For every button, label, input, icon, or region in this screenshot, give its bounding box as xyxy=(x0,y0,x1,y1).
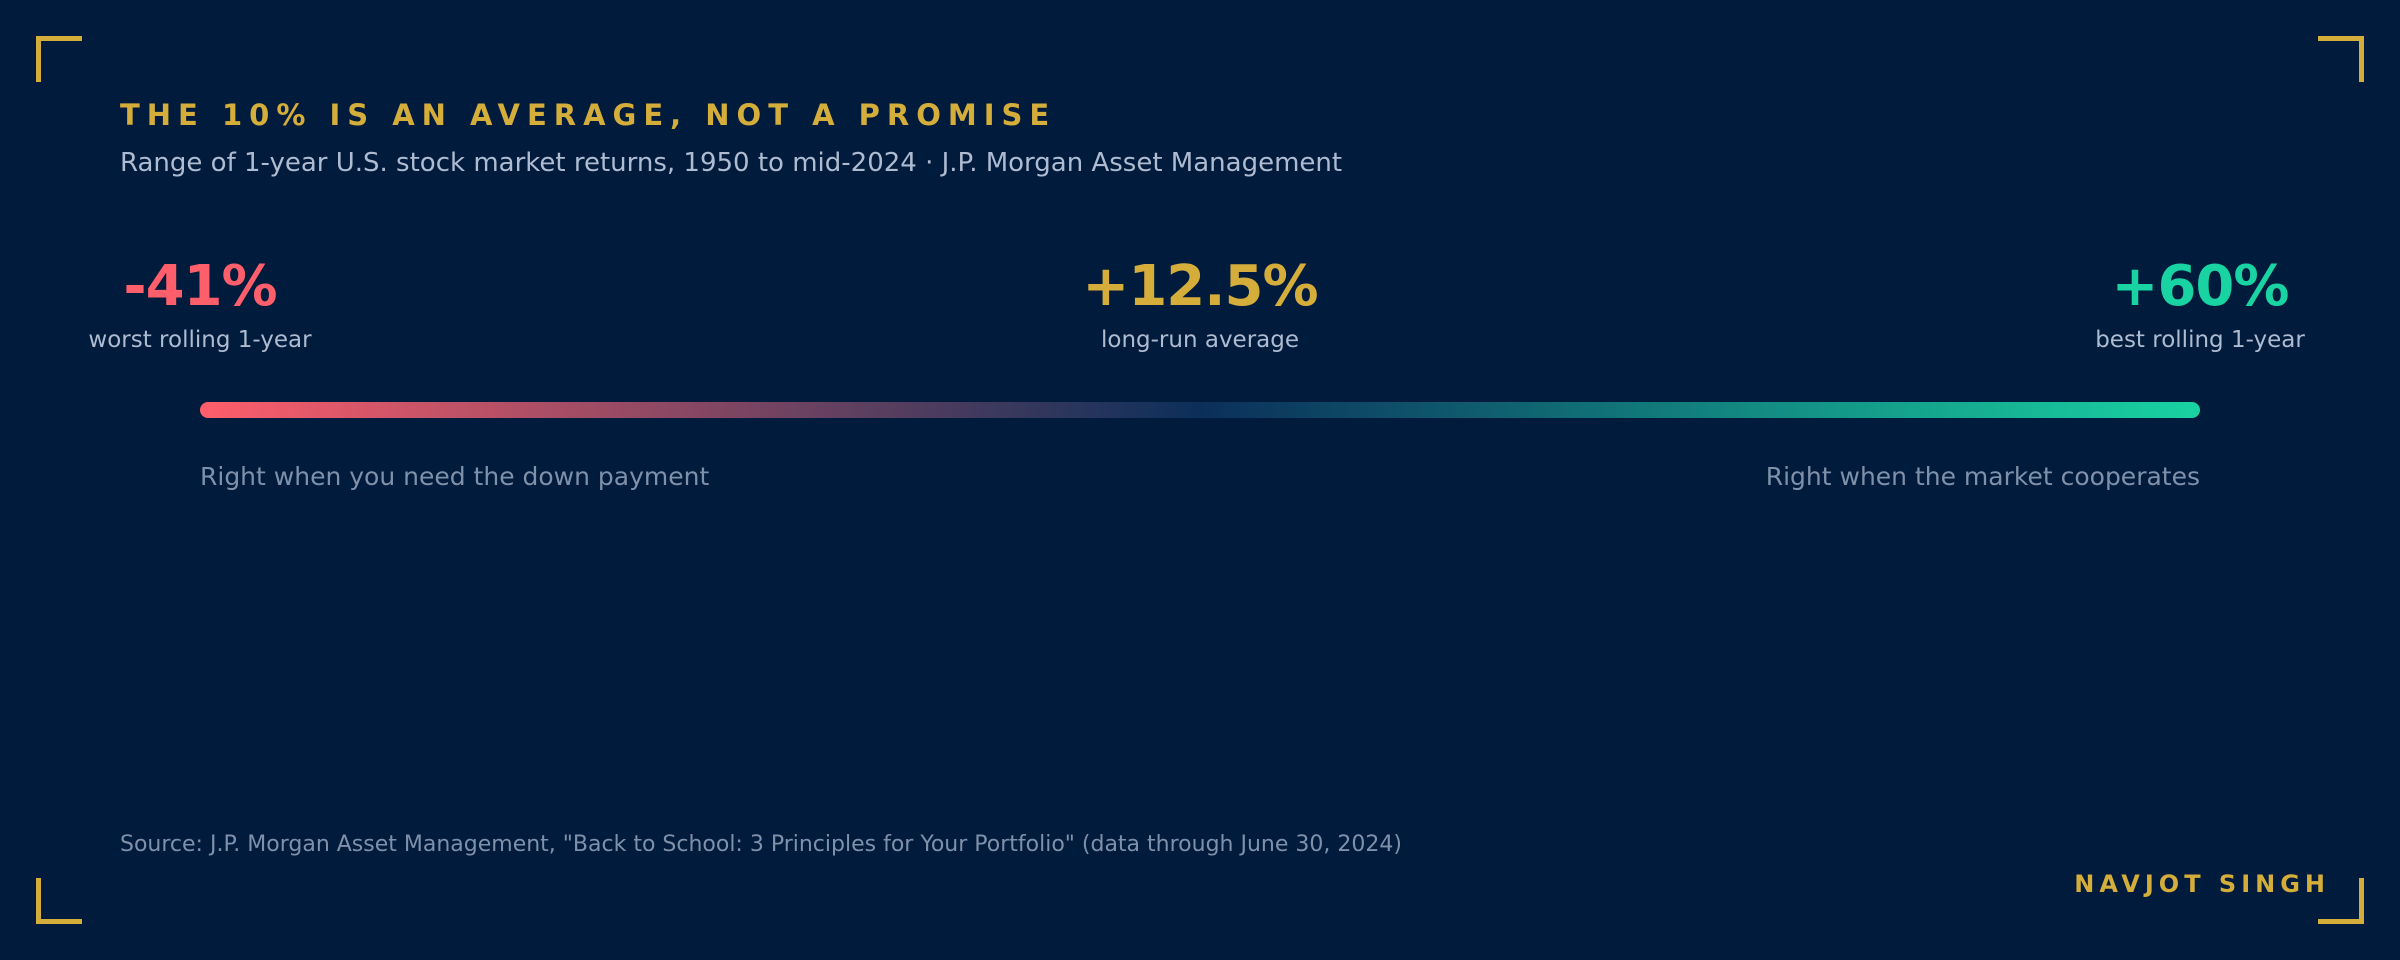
chart-title: THE 10% IS AN AVERAGE, NOT A PROMISE xyxy=(120,98,1057,132)
average-return-label: long-run average xyxy=(1100,326,1299,353)
best-return-label: best rolling 1-year xyxy=(2095,326,2305,353)
average-return-value: +12.5% xyxy=(1082,254,1318,319)
corner-bracket-bottom-right xyxy=(2318,878,2364,924)
average-return-stat: +12.5% long-run average xyxy=(990,254,1410,353)
best-return-stat: +60% best rolling 1-year xyxy=(1990,254,2400,353)
left-annotation: Right when you need the down payment xyxy=(200,462,710,491)
corner-bracket-top-right xyxy=(2318,36,2364,82)
worst-return-value: -41% xyxy=(123,254,277,319)
chart-subtitle: Range of 1-year U.S. stock market return… xyxy=(120,148,1343,178)
author-signature: NAVJOT SINGH xyxy=(2074,870,2330,898)
return-range-bar xyxy=(200,402,2200,418)
right-annotation: Right when the market cooperates xyxy=(1765,462,2200,491)
worst-return-label: worst rolling 1-year xyxy=(88,326,312,353)
corner-bracket-top-left xyxy=(36,36,82,82)
worst-return-stat: -41% worst rolling 1-year xyxy=(0,254,410,353)
corner-bracket-bottom-left xyxy=(36,878,82,924)
best-return-value: +60% xyxy=(2111,254,2290,319)
range-bar-fill xyxy=(200,402,2200,418)
source-note: Source: J.P. Morgan Asset Management, "B… xyxy=(120,832,1402,857)
